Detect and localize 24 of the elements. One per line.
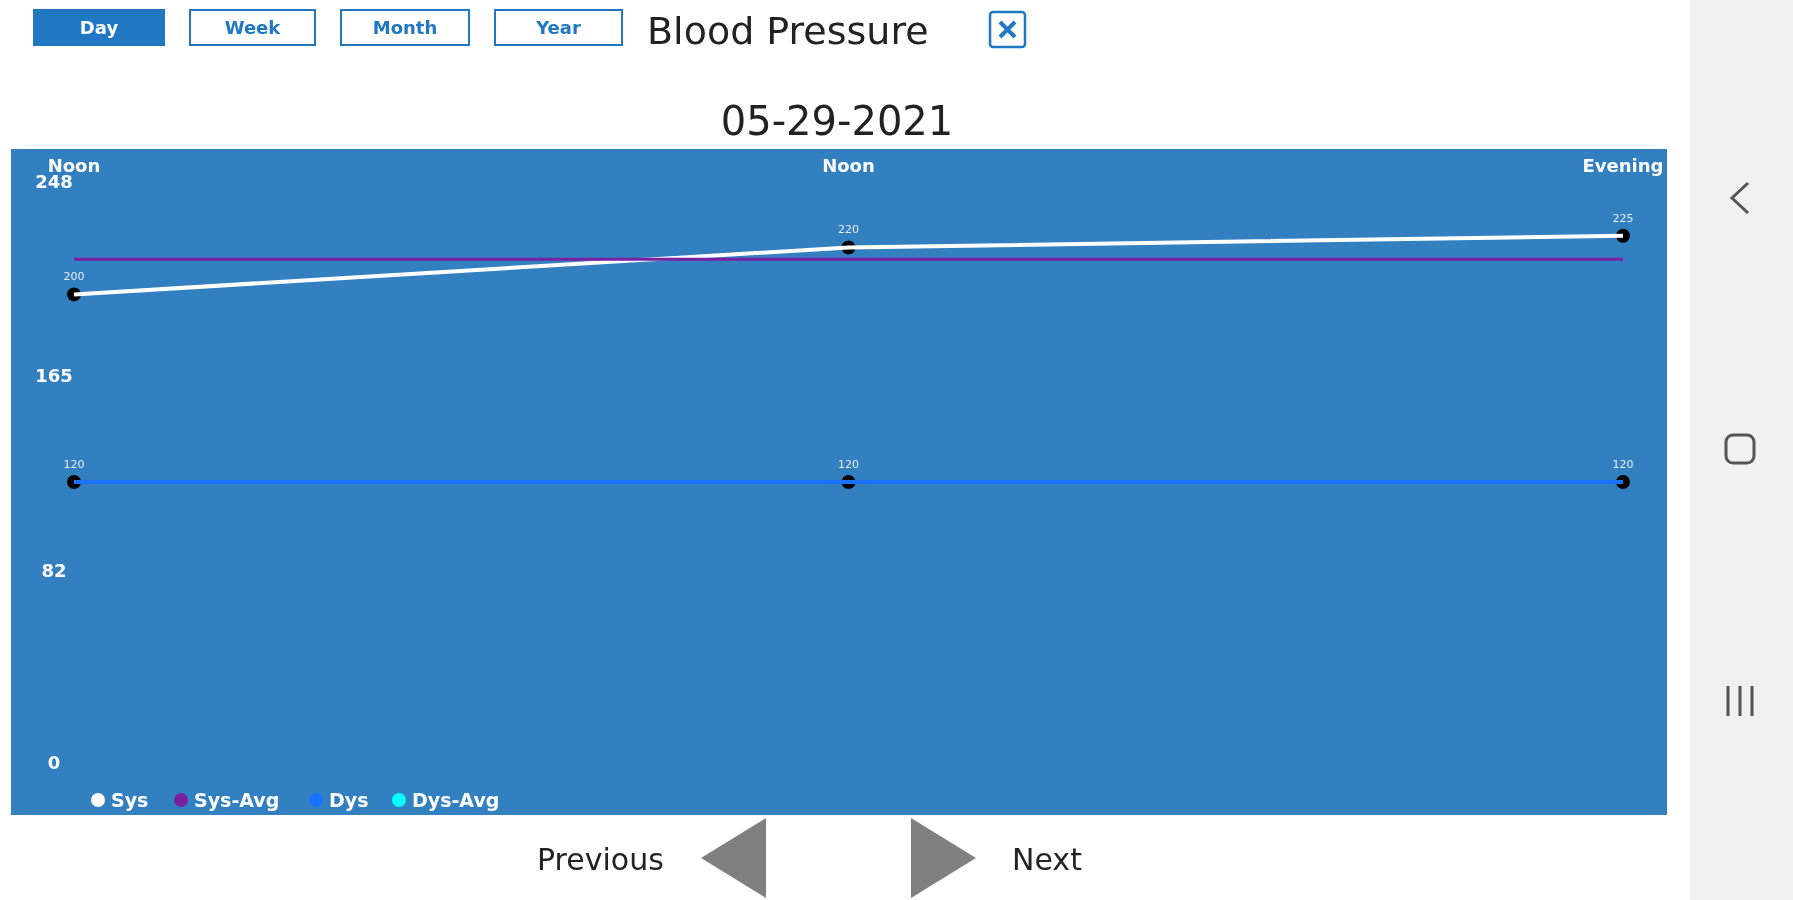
- legend-label: Sys: [111, 789, 149, 811]
- data-label: 120: [1612, 458, 1634, 471]
- chart-title: Blood Pressure: [647, 9, 929, 53]
- data-label: 225: [1612, 211, 1634, 225]
- x-tick-label: Noon: [47, 155, 101, 176]
- text: Day: [79, 17, 119, 38]
- legend-label: Dys: [329, 789, 369, 811]
- text: Previous: [537, 842, 664, 877]
- text: Month: [372, 17, 438, 38]
- data-label: 200: [63, 270, 85, 284]
- text: Year: [535, 17, 581, 38]
- x-tick-label: Noon: [822, 155, 875, 176]
- chart-subtitle: 05-29-2021: [720, 98, 954, 144]
- data-label: 220: [838, 223, 859, 237]
- x-tick-label: Evening: [1582, 155, 1664, 176]
- legend-label: Dys-Avg: [412, 789, 500, 811]
- y-tick-label: 82: [41, 560, 67, 582]
- text: Next: [1012, 842, 1083, 877]
- data-label: 120: [63, 458, 85, 471]
- legend-label: Sys-Avg: [194, 789, 280, 811]
- text: Week: [224, 17, 282, 38]
- y-tick-label: 165: [35, 365, 73, 387]
- y-tick-label: 0: [47, 752, 61, 774]
- data-label: 120: [838, 458, 859, 471]
